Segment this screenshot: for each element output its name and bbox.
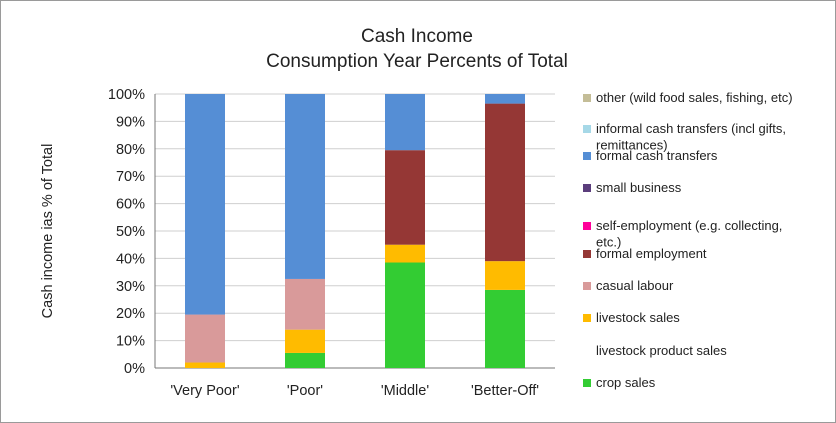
bar-segment xyxy=(185,314,225,363)
legend-label: etc.) xyxy=(596,235,621,250)
x-tick-label: 'Better-Off' xyxy=(471,383,539,399)
y-tick-label: 0% xyxy=(124,361,145,377)
y-tick-label: 20% xyxy=(116,306,145,322)
y-tick-label: 10% xyxy=(116,334,145,350)
x-tick-label: 'Poor' xyxy=(287,383,323,399)
legend-label: informal cash transfers (incl gifts, xyxy=(596,121,786,136)
legend-label: livestock product sales xyxy=(596,343,727,358)
bar-segment xyxy=(385,94,425,151)
bar-segment xyxy=(285,278,325,330)
legend-label: casual labour xyxy=(596,278,674,293)
legend-label: formal employment xyxy=(596,246,707,261)
bar-segment xyxy=(185,94,225,315)
legend-swatch xyxy=(583,94,591,102)
legend-swatch xyxy=(583,125,591,133)
bar-segment xyxy=(485,261,525,290)
legend-label: formal cash transfers xyxy=(596,148,718,163)
y-tick-label: 30% xyxy=(116,279,145,295)
chart-title: Cash Income xyxy=(361,26,473,47)
bar-segment xyxy=(285,94,325,279)
legend-label: remittances) xyxy=(596,138,668,153)
legend-swatch xyxy=(583,184,591,192)
x-tick-label: 'Middle' xyxy=(381,383,429,399)
legend-swatch xyxy=(583,314,591,322)
legend-label: other (wild food sales, fishing, etc) xyxy=(596,90,793,105)
bar-segment xyxy=(185,362,225,368)
legend-swatch xyxy=(583,152,591,160)
y-tick-label: 60% xyxy=(116,197,145,213)
legend-swatch xyxy=(583,250,591,258)
y-tick-label: 70% xyxy=(116,169,145,185)
legend-swatch xyxy=(583,222,591,230)
y-tick-label: 80% xyxy=(116,142,145,158)
legend-swatch xyxy=(583,282,591,290)
y-axis-label: Cash income ias % of Total xyxy=(40,144,56,319)
y-tick-label: 90% xyxy=(116,114,145,130)
legend-label: self-employment (e.g. collecting, xyxy=(596,218,782,233)
legend-label: small business xyxy=(596,180,682,195)
chart-subtitle: Consumption Year Percents of Total xyxy=(266,51,568,72)
legend-swatch xyxy=(583,379,591,387)
bar-segment xyxy=(485,103,525,262)
bar-segment xyxy=(285,352,325,368)
bar-segment xyxy=(385,244,425,263)
bar-segment xyxy=(285,329,325,353)
legend-label: livestock sales xyxy=(596,310,680,325)
bar-segment xyxy=(485,289,525,368)
bar-segment xyxy=(385,150,425,245)
x-tick-label: 'Very Poor' xyxy=(170,383,239,399)
y-tick-label: 50% xyxy=(116,224,145,240)
legend-swatch xyxy=(583,347,591,355)
y-tick-label: 100% xyxy=(108,87,145,103)
bar-segment xyxy=(385,262,425,368)
bar-segment xyxy=(485,94,525,104)
legend-label: crop sales xyxy=(596,375,656,390)
y-tick-label: 40% xyxy=(116,251,145,267)
